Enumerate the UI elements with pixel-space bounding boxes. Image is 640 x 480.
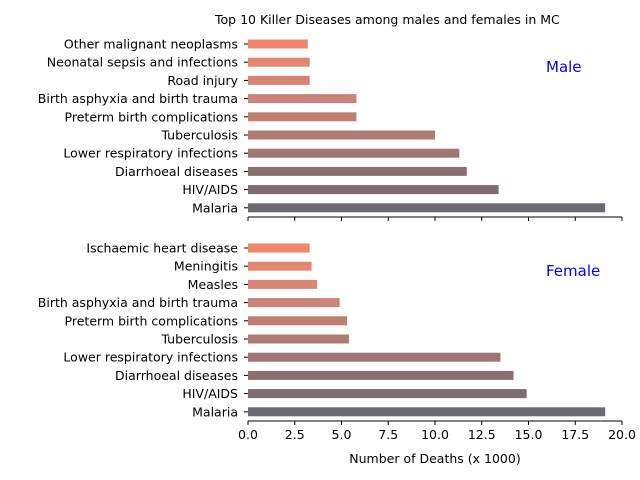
male-bar xyxy=(248,57,310,67)
x-tick-label: 20.0 xyxy=(608,427,636,442)
x-tick-label: 15.0 xyxy=(515,427,543,442)
female-panel-tag: Female xyxy=(546,262,600,280)
male-category-label: Birth asphyxia and birth trauma xyxy=(38,91,238,106)
male-bar xyxy=(248,203,606,213)
female-bar xyxy=(248,370,514,380)
female-category-label: Birth asphyxia and birth trauma xyxy=(38,295,238,310)
x-tick-label: 10.0 xyxy=(421,427,449,442)
female-category-label: HIV/AIDS xyxy=(182,386,238,401)
x-tick-label: 12.5 xyxy=(468,427,496,442)
male-category-label: Neonatal sepsis and infections xyxy=(47,55,238,70)
male-panel: Other malignant neoplasms Neonatal sepsis… xyxy=(38,37,623,221)
x-tick-label: 5.0 xyxy=(332,427,352,442)
male-bar xyxy=(248,39,308,49)
female-category-label: Ischaemic heart disease xyxy=(86,241,238,256)
male-category-label: HIV/AIDS xyxy=(182,182,238,197)
male-category-label: Preterm birth complications xyxy=(65,109,238,124)
male-bar xyxy=(248,185,499,195)
male-bar xyxy=(248,112,357,122)
female-category-label: Meningitis xyxy=(174,259,238,274)
chart-title: Top 10 Killer Diseases among males and f… xyxy=(214,12,560,27)
female-bar xyxy=(248,279,318,289)
male-bar xyxy=(248,166,467,176)
male-category-label: Tuberculosis xyxy=(160,128,238,143)
male-bar xyxy=(248,130,435,140)
male-panel-tag: Male xyxy=(546,58,582,76)
female-category-label: Malaria xyxy=(192,404,238,419)
female-category-label: Lower respiratory infections xyxy=(63,350,238,365)
female-bar xyxy=(248,261,312,271)
female-bar xyxy=(248,407,606,417)
female-category-label: Measles xyxy=(188,277,238,292)
female-bar xyxy=(248,298,340,308)
female-category-label: Tuberculosis xyxy=(160,332,238,347)
female-panel: Ischaemic heart disease Meningitis Measles… xyxy=(38,241,636,443)
female-category-label: Preterm birth complications xyxy=(65,313,238,328)
female-bar xyxy=(248,352,501,362)
x-axis-label: Number of Deaths (x 1000) xyxy=(349,451,520,466)
x-tick-label: 7.5 xyxy=(378,427,398,442)
female-category-label: Diarrhoeal diseases xyxy=(115,368,238,383)
male-bar xyxy=(248,94,357,104)
female-bar xyxy=(248,243,310,253)
male-category-label: Lower respiratory infections xyxy=(63,146,238,161)
male-bar xyxy=(248,75,310,85)
male-category-label: Diarrhoeal diseases xyxy=(115,164,238,179)
male-category-label: Malaria xyxy=(192,200,238,215)
x-tick-label: 0.0 xyxy=(238,427,258,442)
x-tick-label: 2.5 xyxy=(285,427,305,442)
female-bar xyxy=(248,389,527,399)
male-bar xyxy=(248,148,460,158)
x-tick-label: 17.5 xyxy=(561,427,589,442)
female-bar xyxy=(248,316,348,326)
female-bar xyxy=(248,334,349,344)
male-category-label: Road injury xyxy=(167,73,238,88)
male-category-label: Other malignant neoplasms xyxy=(64,37,238,52)
